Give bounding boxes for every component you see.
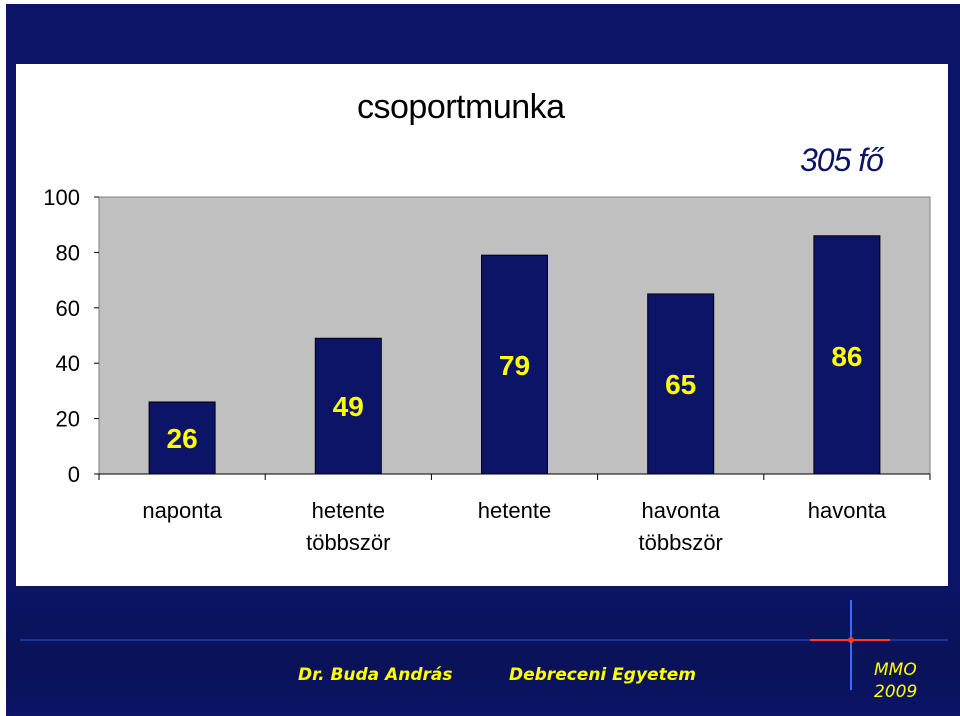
x-tick-label: naponta bbox=[142, 498, 222, 523]
footer-mark: MMO bbox=[874, 660, 917, 680]
bar bbox=[148, 401, 216, 475]
y-tick-label: 40 bbox=[56, 351, 80, 376]
footer-bar bbox=[6, 586, 960, 716]
bar bbox=[813, 235, 881, 475]
x-tick-label: hetente bbox=[312, 498, 385, 523]
footer-institution: Debreceni Egyetem bbox=[509, 665, 696, 685]
chart-title: csoportmunka bbox=[357, 88, 565, 126]
x-tick-label: többször bbox=[639, 530, 723, 555]
bar bbox=[647, 293, 715, 475]
data-label: 79 bbox=[499, 350, 530, 381]
bar bbox=[314, 337, 382, 475]
x-tick-label: havonta bbox=[642, 498, 721, 523]
y-tick-label: 100 bbox=[43, 185, 80, 210]
data-label: 65 bbox=[665, 369, 696, 400]
y-tick-label: 60 bbox=[56, 296, 80, 321]
y-tick-label: 0 bbox=[68, 462, 80, 487]
footer-year: 2009 bbox=[874, 682, 918, 702]
x-tick-label: hetente bbox=[478, 498, 551, 523]
footer-author: Dr. Buda András bbox=[298, 665, 453, 685]
data-label: 86 bbox=[831, 341, 862, 372]
bar bbox=[481, 254, 548, 475]
data-label: 49 bbox=[333, 391, 364, 422]
x-tick-label: havonta bbox=[808, 498, 887, 523]
respondent-count: 305 fő bbox=[800, 142, 884, 178]
data-label: 26 bbox=[167, 423, 198, 454]
y-tick-label: 20 bbox=[56, 407, 80, 432]
y-tick-label: 80 bbox=[56, 240, 80, 265]
x-tick-label: többször bbox=[306, 530, 390, 555]
